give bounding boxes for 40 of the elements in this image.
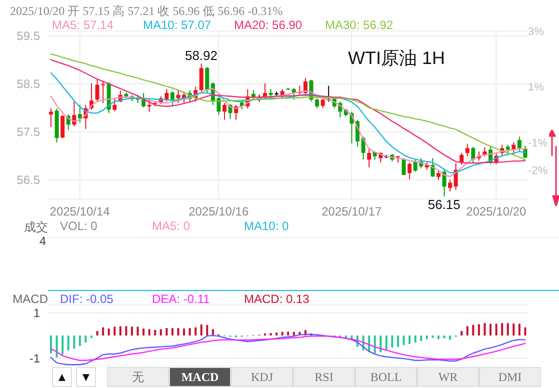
- y2-tick-label: -1%: [528, 137, 548, 150]
- x-tick-label: 2025/10/17: [322, 204, 382, 219]
- text: MA30: 56.92: [325, 18, 394, 32]
- annotation: 58.92: [184, 48, 219, 63]
- text: ▼: [76, 367, 96, 387]
- text: RSI: [293, 367, 355, 387]
- text: 2025/10/20 开 57.15 高 57.21 收 56.96 低 56.96 -0.31%: [10, 3, 283, 20]
- text: 4: [39, 234, 46, 248]
- x-tick-label: 2025/10/20: [466, 204, 527, 219]
- text: MA10: 57.07: [143, 18, 212, 32]
- x-tick-label: 2025/10/14: [50, 204, 110, 219]
- chart-title: MACD: [12, 292, 48, 306]
- y2-tick-label: 1%: [528, 82, 544, 94]
- y-tick-label: 56.5: [16, 173, 40, 188]
- text: KDJ: [231, 367, 293, 387]
- y2-tick-label: -2%: [528, 165, 548, 178]
- text: 成交: [24, 219, 48, 236]
- text: MA20: 56.90: [234, 18, 302, 32]
- text: DEA: -0.11: [152, 292, 210, 306]
- text: MACD: 0.13: [244, 292, 310, 306]
- y-tick-label: 58.5: [16, 77, 40, 92]
- y2-tick-label: 3%: [528, 26, 544, 38]
- text: VOL: 0: [60, 219, 98, 233]
- y-tick-label: 1: [33, 306, 40, 320]
- text: WTI原油 1H: [348, 47, 445, 70]
- text: WR: [417, 367, 479, 387]
- text: DMI: [479, 367, 541, 387]
- text: MA5: 0: [152, 219, 190, 233]
- x-tick-label: 2025/10/16: [188, 204, 249, 219]
- text: DIF: -0.05: [60, 292, 114, 306]
- annotation: 56.15: [426, 196, 462, 212]
- text: MA10: 0: [244, 219, 289, 233]
- y-tick-label: -1: [29, 351, 40, 366]
- y-tick-label: 57.5: [16, 125, 40, 140]
- text: 无: [107, 367, 169, 387]
- text: MACD: [169, 367, 231, 387]
- text: BOLL: [355, 367, 417, 387]
- text: ▲: [52, 367, 72, 387]
- text: MA5: 57.14: [52, 18, 114, 32]
- y-tick-label: 59.5: [16, 29, 40, 44]
